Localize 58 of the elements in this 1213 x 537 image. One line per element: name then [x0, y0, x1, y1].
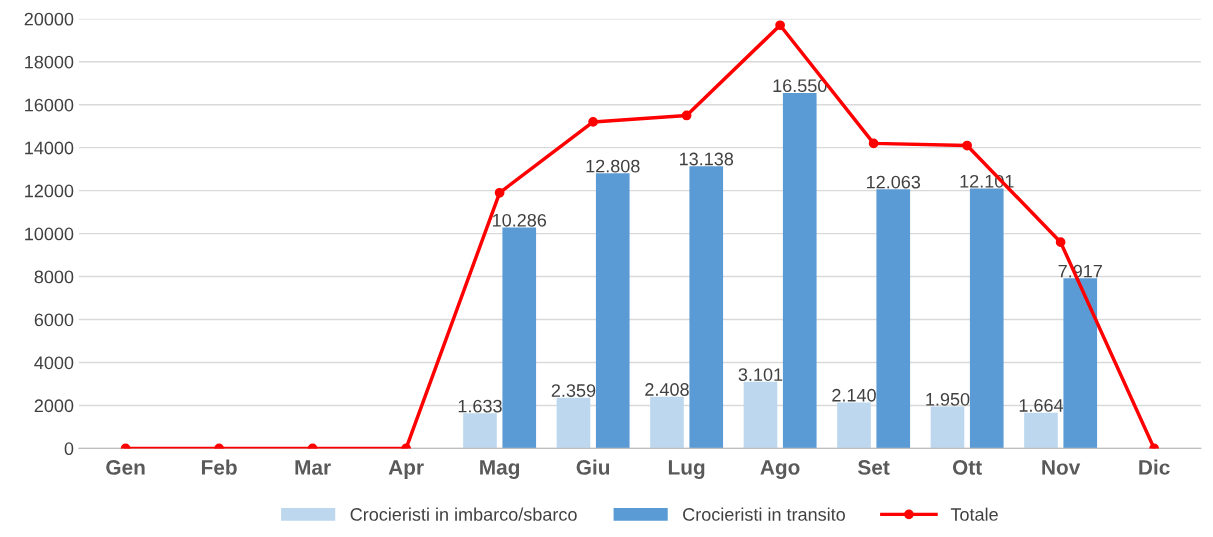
data-label: 13.138 [680, 152, 734, 166]
legend-label: Crocieristi in transito [683, 507, 845, 521]
bar [876, 189, 911, 449]
x-tick-label: Apr [388, 460, 424, 479]
y-tick-label: 18000 [25, 55, 74, 69]
x-tick-label: Ott [952, 460, 982, 475]
data-label: 12.808 [586, 159, 640, 173]
data-label: 3.101 [738, 368, 783, 381]
bar [969, 188, 1004, 449]
x-tick-label: Set [858, 460, 890, 475]
y-tick-label: 20000 [24, 12, 74, 26]
data-label: 2.140 [832, 388, 876, 402]
point [775, 20, 785, 31]
x-tick-label: Giu [576, 459, 610, 475]
y-tick-label: 10000 [25, 227, 74, 241]
bar [650, 396, 684, 449]
x-tick-label: Nov [1042, 460, 1081, 475]
y-tick-label: 12000 [25, 184, 74, 198]
point [494, 187, 505, 198]
bar [1063, 278, 1098, 449]
data-label: 2.359 [551, 384, 596, 397]
point [1055, 237, 1066, 248]
data-label: 1.664 [1019, 399, 1064, 412]
bar [837, 402, 871, 449]
y-tick-label: 4000 [34, 356, 74, 370]
y-tick-label: 2000 [34, 399, 74, 413]
data-label: 1.950 [926, 392, 970, 406]
bar [463, 413, 497, 449]
x-tick-label: Gen [106, 460, 145, 475]
bar [502, 227, 537, 449]
data-label: 12.063 [867, 175, 921, 189]
y-tick-label: 14000 [25, 141, 74, 155]
data-label: 1.633 [458, 399, 502, 413]
x-tick-label: Ago [760, 460, 800, 479]
x-tick-label: Lug [668, 460, 705, 479]
bar [1024, 412, 1058, 449]
data-label: 10.286 [493, 213, 547, 227]
y-tick-label: 6000 [34, 313, 74, 327]
y-tick-label: 16000 [25, 98, 74, 112]
x-tick-label: Feb [201, 459, 237, 475]
bar [689, 166, 724, 449]
bar [930, 406, 965, 449]
x-tick-label: Mar [295, 460, 331, 475]
y-tick-label: 0 [64, 442, 74, 456]
data-label: 2.408 [645, 383, 689, 396]
bar [556, 397, 591, 449]
x-tick-label: Dic [1139, 459, 1170, 475]
bar [595, 173, 630, 449]
legend-label: Crocieristi in imbarco/sbarco [350, 507, 577, 521]
legend-label: Totale [950, 507, 998, 521]
point [868, 138, 879, 149]
y-tick-label: 8000 [34, 270, 74, 284]
point [588, 117, 598, 127]
point [681, 110, 692, 121]
x-tick-label: Mag [480, 460, 520, 479]
point [962, 140, 972, 151]
bar [743, 381, 778, 449]
bar [782, 92, 817, 449]
